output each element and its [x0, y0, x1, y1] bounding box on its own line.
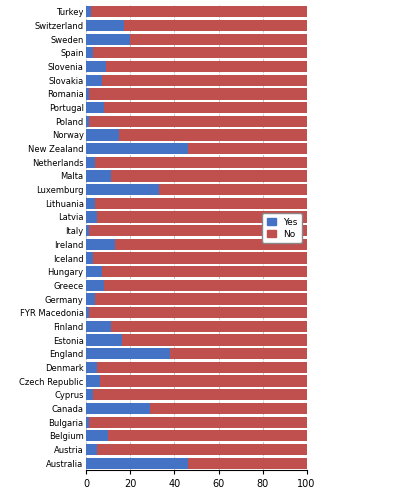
Bar — [86, 116, 89, 127]
Bar — [86, 266, 102, 278]
Bar — [86, 143, 188, 154]
Bar — [97, 212, 307, 222]
Bar — [86, 212, 97, 222]
Bar — [86, 334, 122, 345]
Bar — [89, 88, 307, 100]
Bar — [86, 198, 95, 209]
Bar — [95, 198, 307, 209]
Bar — [86, 170, 111, 181]
Bar — [104, 102, 307, 113]
Bar — [89, 116, 307, 127]
Bar — [86, 225, 89, 236]
Bar — [86, 444, 97, 455]
Bar — [86, 430, 108, 442]
Bar — [86, 48, 93, 58]
Bar — [86, 321, 111, 332]
Bar — [86, 61, 106, 72]
Bar — [86, 184, 159, 195]
Bar — [93, 389, 307, 400]
Bar — [86, 362, 97, 373]
Bar — [86, 294, 95, 304]
Bar — [104, 280, 307, 291]
Bar — [86, 376, 100, 386]
Bar — [86, 389, 93, 400]
Bar — [91, 6, 307, 18]
Bar — [86, 102, 104, 113]
Bar — [86, 6, 91, 18]
Bar — [93, 252, 307, 264]
Bar — [86, 458, 188, 469]
Bar — [86, 130, 119, 140]
Bar — [95, 294, 307, 304]
Bar — [130, 34, 307, 45]
Bar — [159, 184, 307, 195]
Bar — [188, 458, 307, 469]
Bar — [100, 376, 307, 386]
Legend: Yes, No: Yes, No — [263, 214, 302, 243]
Bar — [89, 307, 307, 318]
Bar — [86, 74, 102, 86]
Bar — [97, 444, 307, 455]
Bar — [150, 403, 307, 414]
Bar — [86, 403, 150, 414]
Bar — [170, 348, 307, 360]
Bar — [86, 348, 170, 360]
Bar — [97, 362, 307, 373]
Bar — [86, 20, 124, 31]
Bar — [188, 143, 307, 154]
Bar — [86, 88, 89, 100]
Bar — [86, 416, 89, 428]
Bar — [115, 238, 307, 250]
Bar — [86, 280, 104, 291]
Bar — [106, 61, 307, 72]
Bar — [86, 34, 130, 45]
Bar — [119, 130, 307, 140]
Bar — [124, 20, 307, 31]
Bar — [86, 252, 93, 264]
Bar — [89, 416, 307, 428]
Bar — [102, 74, 307, 86]
Bar — [86, 156, 95, 168]
Bar — [108, 430, 307, 442]
Bar — [95, 156, 307, 168]
Bar — [111, 170, 307, 181]
Bar — [102, 266, 307, 278]
Bar — [89, 225, 307, 236]
Bar — [86, 307, 89, 318]
Bar — [122, 334, 307, 345]
Bar — [93, 48, 307, 58]
Bar — [111, 321, 307, 332]
Bar — [86, 238, 115, 250]
